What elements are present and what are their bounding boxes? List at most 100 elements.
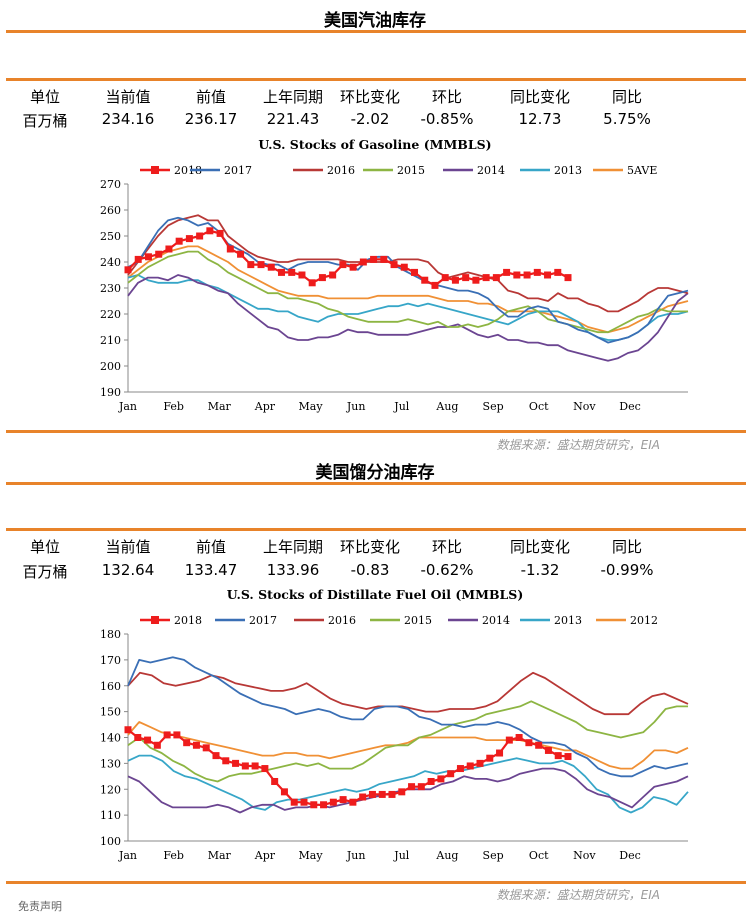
stat-header: 当前值 — [105, 88, 151, 106]
stat-header: 单位 — [29, 538, 60, 556]
legend-label: 5AVE — [627, 164, 657, 177]
data-point-2018 — [390, 261, 398, 269]
series-line-2012 — [127, 721, 689, 770]
x-tick-label: Oct — [529, 849, 549, 862]
y-tick-label: 220 — [100, 308, 121, 321]
y-tick-label: 210 — [100, 334, 121, 347]
y-tick-label: 200 — [100, 360, 121, 373]
data-point-2018 — [492, 274, 500, 282]
x-tick-label: Mar — [208, 400, 232, 413]
data-point-2018 — [421, 276, 429, 284]
data-point-2018 — [216, 229, 224, 237]
data-point-2018 — [533, 268, 541, 276]
stat-header: 上年同期 — [262, 88, 323, 106]
x-tick-label: Jan — [118, 849, 137, 862]
stat-value: 234.16 — [101, 110, 155, 128]
x-tick-label: Jul — [393, 400, 409, 413]
legend-label: 2015 — [404, 614, 432, 627]
data-point-2018 — [318, 274, 326, 282]
data-point-2018 — [185, 235, 193, 243]
y-tick-label: 240 — [100, 256, 121, 269]
y-tick-label: 170 — [100, 654, 121, 667]
x-tick-label: Sep — [483, 400, 504, 413]
data-point-2018 — [339, 261, 347, 269]
stat-header: 单位 — [29, 88, 60, 106]
x-tick-label: Nov — [573, 400, 596, 413]
data-point-2018 — [513, 271, 521, 279]
data-point-2018 — [535, 741, 543, 749]
data-point-2018 — [277, 268, 285, 276]
data-point-2018 — [359, 793, 367, 801]
legend-label: 2014 — [482, 614, 510, 627]
data-point-2018 — [134, 255, 142, 263]
data-point-2018 — [505, 736, 513, 744]
series-line-2014 — [127, 274, 689, 362]
stat-header: 同比 — [611, 88, 642, 106]
data-point-2018 — [554, 752, 562, 760]
gasoline-bottom-rule — [6, 430, 746, 433]
legend-label: 2016 — [328, 614, 356, 627]
data-point-2018 — [451, 276, 459, 284]
series-line-2017 — [127, 216, 689, 344]
data-point-2018 — [288, 268, 296, 276]
data-point-2018 — [222, 757, 230, 765]
x-tick-label: Feb — [163, 400, 184, 413]
data-point-2018 — [359, 258, 367, 266]
data-point-2018 — [212, 752, 220, 760]
series-line-2017 — [127, 656, 689, 778]
distillate-bottom-rule — [6, 881, 746, 884]
legend-label: 2012 — [630, 614, 658, 627]
data-point-2018 — [241, 762, 249, 770]
distillate-chart-title: U.S. Stocks of Distillate Fuel Oil (MMBL… — [226, 587, 524, 602]
data-point-2018 — [124, 266, 132, 274]
x-tick-label: Apr — [254, 849, 276, 862]
x-tick-label: Jun — [346, 400, 366, 413]
data-point-2018 — [447, 770, 455, 778]
stat-header: 上年同期 — [262, 538, 323, 556]
data-point-2018 — [298, 271, 306, 279]
data-point-2018 — [202, 744, 210, 752]
y-tick-label: 160 — [100, 680, 121, 693]
x-tick-label: Jul — [393, 849, 409, 862]
data-point-2018 — [173, 731, 181, 739]
data-point-2018 — [349, 798, 357, 806]
stat-header: 同比变化 — [509, 538, 570, 556]
stat-header: 环比变化 — [339, 88, 400, 106]
data-point-2018 — [564, 274, 572, 282]
distillate-table-rule — [6, 528, 746, 531]
y-tick-label: 230 — [100, 282, 121, 295]
gasoline-section-title: 美国汽油库存 — [324, 11, 426, 31]
series-line-2016 — [127, 214, 689, 313]
data-point-2018 — [192, 741, 200, 749]
data-point-2018 — [251, 762, 259, 770]
x-tick-label: Nov — [573, 849, 596, 862]
data-point-2018 — [370, 255, 378, 263]
data-point-2018 — [417, 783, 425, 791]
legend-label: 2013 — [554, 614, 582, 627]
stat-header: 同比 — [611, 538, 642, 556]
data-point-2018 — [329, 798, 337, 806]
y-tick-label: 190 — [100, 386, 121, 399]
data-point-2018 — [308, 279, 316, 287]
series-line-2018 — [127, 728, 569, 806]
legend-label: 2017 — [224, 164, 252, 177]
stat-value: 133.96 — [266, 561, 320, 579]
data-point-2018 — [155, 250, 163, 258]
stat-header: 环比变化 — [339, 538, 400, 556]
legend-label: 2017 — [249, 614, 277, 627]
x-tick-label: Aug — [435, 849, 458, 862]
data-point-2018 — [400, 263, 408, 271]
data-point-2018 — [466, 762, 474, 770]
data-point-2018 — [237, 250, 245, 258]
data-point-2018 — [523, 271, 531, 279]
data-point-2018 — [163, 731, 171, 739]
x-tick-label: May — [299, 400, 324, 413]
data-point-2018 — [183, 739, 191, 747]
data-point-2018 — [290, 798, 298, 806]
x-tick-label: Sep — [483, 849, 504, 862]
data-point-2018 — [472, 276, 480, 284]
data-point-2018 — [476, 759, 484, 767]
y-tick-label: 110 — [100, 809, 121, 822]
gasoline-chart: 190 200 210 220 230 240 250 260 270 Jan Feb Mar Apr M… — [100, 164, 689, 413]
data-point-2018 — [257, 261, 265, 269]
